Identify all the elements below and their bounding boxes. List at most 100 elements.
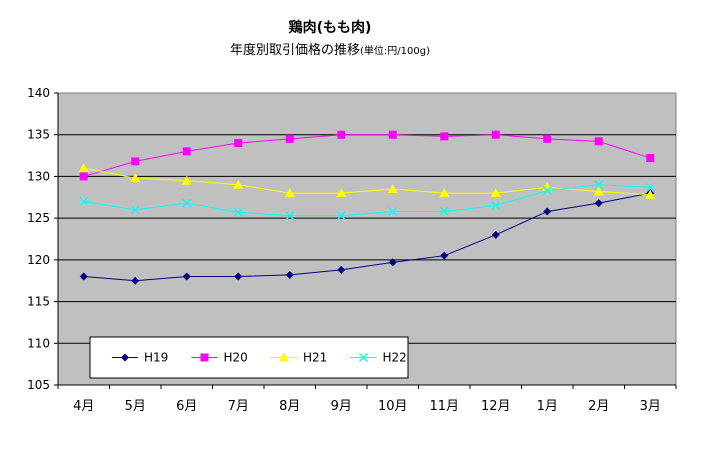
x-marker-stroke	[491, 201, 501, 211]
x-tick-label: 11月	[429, 399, 459, 414]
point-h22	[79, 196, 89, 206]
x-marker-stroke	[542, 186, 552, 196]
series-h22	[79, 180, 655, 221]
point-h21	[336, 188, 347, 198]
point-h19	[491, 230, 500, 239]
point-h19	[594, 199, 603, 208]
point-h20	[388, 130, 397, 139]
point-h22	[645, 182, 655, 192]
y-tick-label: 105	[27, 378, 50, 392]
point-h22	[130, 205, 140, 215]
point-h19	[543, 207, 552, 216]
legend-marker-h22	[359, 353, 368, 362]
point-h20	[440, 132, 449, 141]
x-marker-stroke	[233, 207, 243, 217]
point-h22	[594, 180, 604, 190]
series-h20	[79, 130, 655, 181]
x-tick-label: 1月	[537, 399, 558, 414]
point-h21	[439, 188, 450, 198]
point-h20	[79, 172, 88, 181]
point-h19	[285, 270, 294, 279]
point-h22	[388, 207, 398, 216]
y-tick-label: 140	[27, 86, 50, 100]
chart-title: 鶏肉(もも肉)	[289, 19, 372, 36]
point-h19	[131, 276, 140, 285]
y-tick-label: 120	[27, 253, 50, 267]
x-tick-label: 9月	[331, 399, 352, 414]
legend-item-h19: H19	[112, 351, 168, 365]
x-tick-label: 3月	[640, 399, 661, 414]
x-marker-stroke	[359, 353, 368, 362]
legend-item-h21: H21	[271, 351, 327, 365]
legend-marker-h21	[279, 352, 289, 362]
x-marker-stroke	[336, 211, 346, 221]
x-marker-stroke	[645, 182, 655, 192]
series-layer	[78, 130, 656, 285]
x-tick-label: 4月	[73, 399, 94, 414]
point-h22	[182, 198, 192, 208]
y-tick-label: 110	[27, 336, 50, 350]
point-h20	[543, 134, 552, 143]
point-h19	[337, 265, 346, 274]
point-h20	[646, 154, 655, 163]
series-line-h21	[83, 167, 651, 196]
y-tick-label: 130	[27, 169, 50, 183]
x-marker-stroke	[79, 196, 89, 206]
x-tick-label: 6月	[176, 399, 197, 414]
point-h21	[593, 186, 604, 196]
legend-label-h19: H19	[144, 351, 168, 365]
chart-unit-note: (単位:円/100g)	[360, 44, 430, 57]
point-h22	[233, 207, 243, 217]
legend-label-h21: H21	[303, 351, 327, 365]
legend-marker-h19	[121, 353, 129, 362]
point-h20	[337, 130, 346, 139]
point-h21	[130, 173, 141, 183]
point-h20	[182, 147, 191, 156]
point-h22	[439, 207, 449, 216]
legend-item-h20: H20	[191, 351, 248, 365]
point-h19	[79, 272, 88, 281]
x-marker-stroke	[285, 211, 295, 221]
x-marker-stroke	[182, 198, 192, 208]
x-tick-label: 5月	[125, 399, 146, 414]
x-marker-stroke	[439, 207, 449, 216]
point-h21	[78, 163, 89, 173]
y-tick-label: 115	[27, 295, 50, 309]
point-h22	[542, 186, 552, 196]
x-tick-label: 2月	[588, 399, 609, 414]
legend-item-h22: H22	[350, 351, 407, 365]
point-h21	[181, 175, 192, 185]
x-tick-label: 10月	[378, 399, 408, 414]
point-h21	[645, 189, 656, 199]
x-marker-stroke	[388, 207, 398, 216]
point-h21	[233, 179, 244, 189]
x-marker-stroke	[130, 205, 140, 215]
point-h19	[440, 251, 449, 260]
point-h22	[491, 201, 501, 211]
point-h20	[234, 139, 243, 148]
x-tick-label: 12月	[481, 399, 511, 414]
point-h21	[490, 188, 501, 198]
point-h22	[336, 211, 346, 221]
series-line-h19	[83, 192, 651, 282]
axes: 105 110 115 120 125 130 135 140 4月 5月 6月 7月 8月 9月 10月 1…	[27, 86, 677, 414]
point-h21	[387, 183, 398, 193]
point-h20	[285, 134, 294, 143]
legend-marker-h20	[200, 353, 209, 362]
plot-area	[57, 92, 677, 386]
legend-label-h22: H22	[383, 351, 407, 365]
point-h20	[491, 130, 500, 139]
y-tick-label: 125	[27, 211, 50, 225]
point-h20	[594, 137, 603, 146]
point-h19	[388, 258, 397, 267]
y-tick-label: 135	[27, 128, 50, 142]
legend: H19 H20 H21 H22	[89, 336, 409, 379]
point-h20	[131, 157, 140, 166]
point-h22	[285, 211, 295, 221]
x-tick-label: 7月	[228, 399, 249, 414]
series-line-h20	[83, 134, 651, 177]
x-marker-stroke	[594, 180, 604, 190]
legend-label-h20: H20	[224, 351, 248, 365]
point-h19	[234, 272, 243, 281]
